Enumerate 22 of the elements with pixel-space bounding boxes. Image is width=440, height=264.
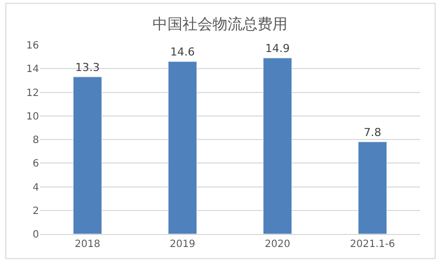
y-tick-label: 16 [26, 40, 39, 52]
y-tick-label: 10 [26, 111, 39, 122]
chart-title: 中国社会物流总费用 [152, 14, 288, 33]
bar [263, 58, 292, 234]
y-tick-label: 8 [32, 135, 39, 146]
y-tick-label: 14 [26, 64, 39, 76]
data-label: 7.8 [364, 126, 382, 139]
data-label: 14.6 [170, 46, 195, 59]
x-tick-label: 2020 [264, 239, 290, 250]
y-tick-label: 0 [32, 230, 39, 240]
x-tick-label: 2021.1-6 [350, 239, 395, 250]
x-tick-label: 2018 [74, 239, 100, 250]
y-tick-label: 2 [32, 206, 39, 217]
y-tick-label: 4 [32, 182, 39, 194]
data-label: 14.9 [265, 42, 290, 55]
bar [73, 76, 102, 234]
y-tick-label: 12 [26, 88, 39, 99]
bar [358, 142, 387, 234]
y-tick-label: 6 [32, 158, 39, 170]
bar [168, 61, 197, 234]
data-label: 13.3 [75, 60, 100, 74]
x-tick-label: 2019 [170, 239, 196, 250]
